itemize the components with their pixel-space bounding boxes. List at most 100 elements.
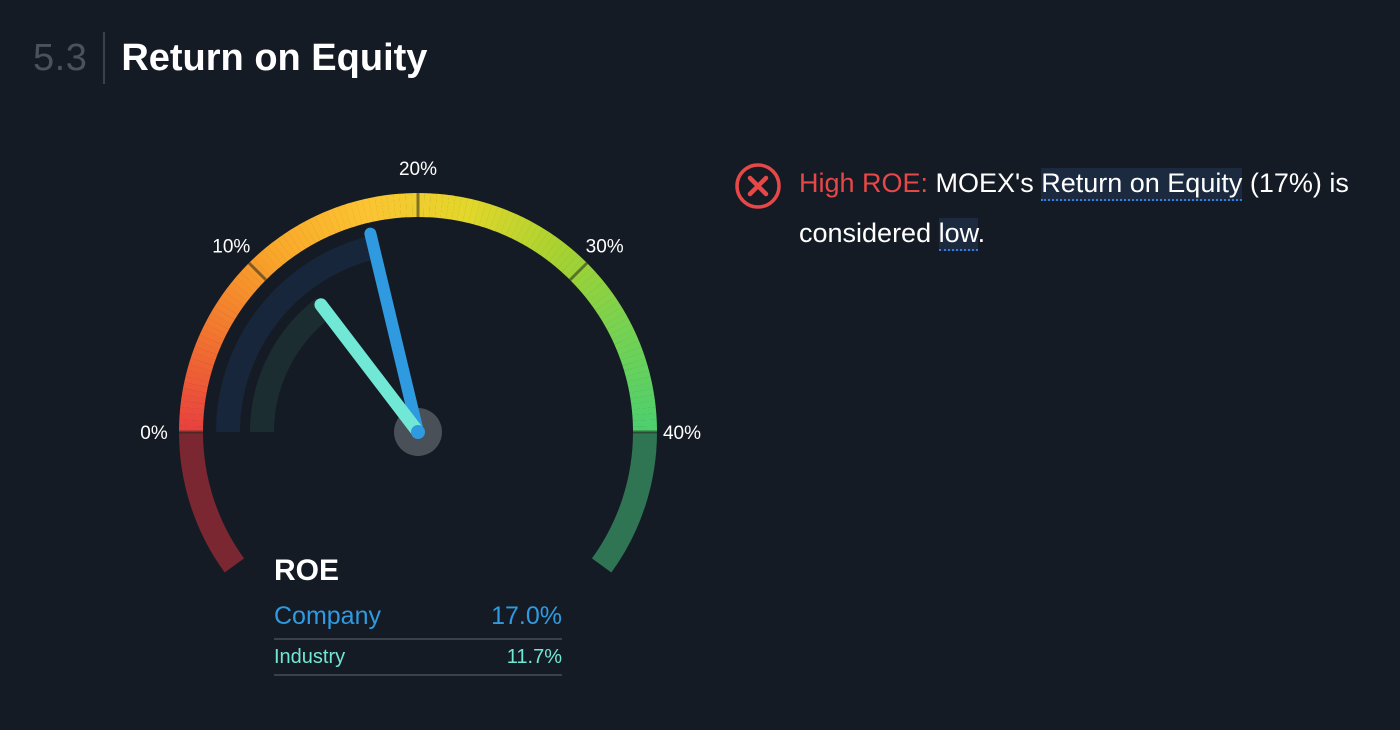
gauge-arc-segment: [539, 235, 559, 259]
gauge-arc-segment: [326, 208, 342, 234]
gauge-arc-segment: [598, 301, 622, 320]
legend-industry-value: 11.7%: [506, 645, 562, 668]
gauge-arc-segment: [520, 221, 538, 246]
gauge-arc-segment: [525, 225, 543, 249]
gauge-arc-segment: [194, 340, 220, 355]
return-on-equity-term-link[interactable]: Return on Equity: [1041, 168, 1243, 201]
gauge-arc-segment: [240, 267, 263, 289]
gauge-tick-label: 10%: [212, 236, 250, 257]
gauge-arc-segment: [588, 286, 612, 306]
gauge-tick-mark: [247, 261, 268, 282]
gauge-arc-segment: [616, 340, 642, 356]
section-title: Return on Equity: [121, 37, 428, 79]
gauge-arc-below-min: [179, 431, 245, 573]
gauge-arc-segment: [601, 307, 626, 325]
gauge-arc-segment: [350, 201, 363, 226]
gauge-tick-labels: 0% 10% 20% 30% 40%: [140, 159, 701, 444]
gauge-tick-label: 30%: [586, 236, 624, 257]
gauge-arc-segment: [609, 323, 634, 340]
gauge-arcs: [178, 192, 657, 573]
gauge-tick-label: 0%: [140, 423, 168, 444]
gauge-arc-segment: [303, 218, 321, 244]
gauge-arc-segment: [627, 376, 652, 388]
gauge-arc-segment: [495, 208, 510, 234]
gauge-arc-segment: [187, 363, 212, 377]
legend-row-industry: Industry 11.7%: [274, 640, 562, 676]
gauge-needles: [314, 227, 442, 456]
gauge-arc-segment: [309, 216, 326, 241]
gauge-arc-segment: [277, 234, 297, 259]
gauge-tick-label: 20%: [399, 159, 437, 180]
gauge-arc-segment: [183, 382, 208, 393]
legend-industry-label: Industry: [274, 645, 346, 668]
gauge-arc-segment: [620, 352, 646, 366]
gauge-arc-segment: [557, 250, 579, 273]
gauge-arc-segment: [184, 376, 209, 388]
gauge-arc-segment: [585, 281, 608, 302]
insight-text: High ROE: MOEX's Return on Equity (17%) …: [799, 158, 1374, 258]
needle-industry: [314, 298, 425, 439]
gauge-band-industry: [250, 298, 331, 433]
gauge-arc-segment: [287, 228, 306, 252]
gauge-arc-segment: [180, 400, 205, 410]
gauge-arc-segment: [446, 195, 456, 220]
gauge-arc-segment: [612, 329, 637, 345]
gauge-arc-segment: [606, 317, 632, 335]
roe-insight: High ROE: MOEX's Return on Equity (17%) …: [734, 158, 1374, 258]
gauge-arc-segment: [267, 242, 288, 265]
gauge-arc-segment: [628, 382, 654, 393]
section-header: 5.3 Return on Equity: [33, 32, 427, 84]
gauge-arc-segment: [258, 250, 279, 273]
gauge-arc-segment: [630, 394, 655, 405]
section-number: 5.3: [33, 32, 106, 84]
gauge-tick-mark: [568, 261, 589, 282]
gauge-arc-segment: [181, 394, 206, 404]
gauge-arc-segment: [629, 388, 655, 399]
gauge-arc-segment: [181, 388, 207, 399]
x-circle-icon: [735, 163, 781, 209]
gauge-arc-segment: [561, 254, 583, 277]
gauge-arc-segment: [393, 193, 402, 219]
gauge-arc-segment: [479, 202, 492, 228]
gauge-arc-segment: [315, 213, 331, 238]
gauge-arc-segment: [604, 312, 629, 330]
gauge-arc-segment: [282, 231, 302, 255]
gauge-arc-segment: [535, 231, 554, 255]
gauge-arc-segment: [217, 296, 241, 315]
gauge-arc-segment: [505, 213, 521, 239]
gauge-arc-segment: [553, 246, 574, 269]
gauge-arc-segment: [468, 199, 480, 225]
legend-title: ROE: [274, 554, 340, 587]
gauge-arc-segment: [451, 195, 462, 221]
gauge-band-company: [216, 235, 377, 433]
gauge-arc-segment: [510, 216, 527, 241]
gauge-arc-segment: [188, 358, 214, 371]
gauge-arc-segment: [374, 195, 385, 221]
gauge-arc-segment: [228, 281, 252, 302]
roe-legend: ROE Company 17.0% Industry 11.7%: [274, 552, 562, 676]
gauge-arc-segment: [462, 198, 474, 223]
low-term-link[interactable]: low: [938, 218, 978, 251]
gauge-arc-segment: [573, 267, 596, 289]
roe-gauge-chart: 0% 10% 20% 30% 40%: [140, 159, 701, 573]
gauge-arc-segment: [207, 312, 232, 330]
gauge-arc-segment: [199, 329, 225, 345]
gauge-ticks: [179, 193, 657, 434]
gauge-arc-segment: [530, 228, 549, 252]
gauge-value-bands: [216, 235, 377, 433]
gauge-arc-segment: [338, 204, 352, 230]
gauge-arc-segment: [591, 291, 616, 311]
gauge-arc-segment: [221, 291, 245, 311]
gauge-arc-segment: [236, 271, 259, 293]
insight-text-3: .: [977, 218, 986, 248]
gauge-arc-segment: [293, 224, 311, 249]
gauge-arc-segment: [179, 406, 205, 416]
gauge-arc-segment: [386, 194, 396, 219]
gauge-arc-segment: [380, 195, 391, 220]
gauge-arc-segment: [298, 221, 316, 246]
gauge-arc-segment: [197, 334, 222, 350]
gauge-arc-segment: [205, 317, 230, 335]
gauge-arc-above-max: [591, 431, 657, 573]
gauge-arc-segment: [332, 206, 347, 232]
gauge-arc-segment: [625, 370, 651, 382]
